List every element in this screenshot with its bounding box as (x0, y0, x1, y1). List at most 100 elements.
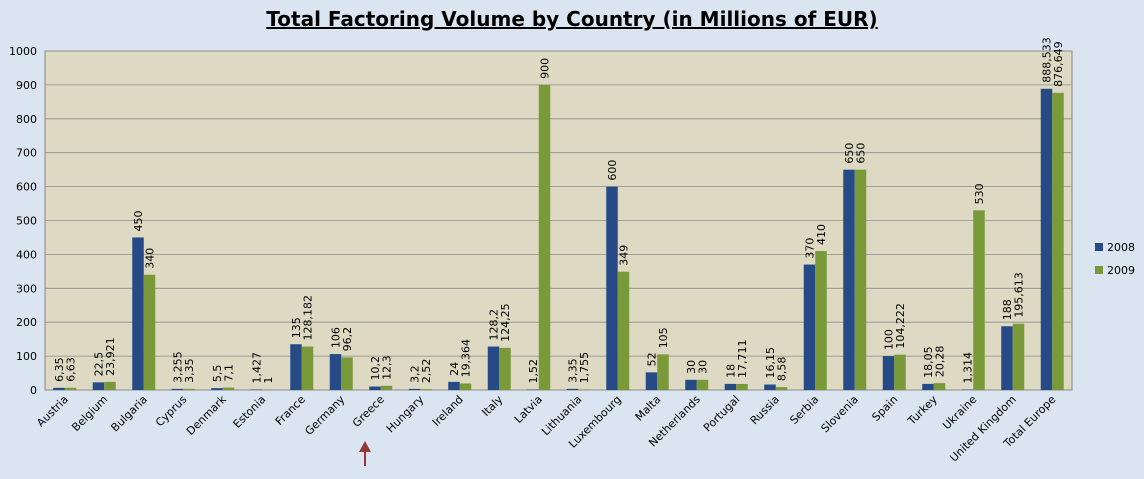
legend-label: 2008 (1107, 241, 1135, 254)
value-label: 3,35 (567, 358, 580, 383)
bar (329, 354, 342, 390)
value-label: 530 (973, 183, 986, 204)
x-tick-label: Turkey (905, 393, 941, 429)
value-label: 3,255 (172, 351, 185, 383)
value-label: 1,314 (962, 352, 975, 384)
y-tick-label: 100 (16, 350, 37, 363)
bar (459, 383, 472, 390)
bar (53, 387, 65, 390)
chart-title: Total Factoring Volume by Country (in Mi… (266, 7, 877, 31)
bar (696, 379, 709, 390)
x-tick-label: Estonia (231, 393, 269, 431)
x-tick-label: Russia (748, 393, 782, 427)
value-label: 600 (606, 160, 619, 181)
y-tick-label: 1000 (9, 45, 37, 58)
value-label: 349 (618, 245, 631, 266)
bar (645, 372, 658, 390)
bar (1012, 323, 1025, 390)
bar (803, 264, 816, 390)
bar (211, 388, 223, 390)
x-tick-label: Spain (869, 393, 900, 424)
bar (499, 347, 511, 390)
value-label: 12,3 (381, 355, 394, 380)
value-label: 128,182 (302, 295, 315, 341)
bar (64, 387, 77, 390)
value-label: 650 (855, 143, 868, 164)
x-tick-label: Denmark (184, 392, 229, 437)
bar (341, 357, 353, 390)
y-tick-label: 600 (16, 181, 37, 194)
x-tick-label: Latvia (512, 393, 545, 426)
bar (408, 388, 421, 390)
x-tick-label: Belgium (69, 393, 110, 434)
value-label: 10,2 (369, 356, 382, 381)
value-label: 876,649 (1052, 41, 1065, 87)
bar (973, 210, 985, 390)
y-tick-label: 400 (16, 248, 37, 261)
value-label: 188 (1001, 299, 1014, 320)
bar (933, 383, 946, 390)
value-label: 104,222 (894, 303, 907, 349)
x-tick-label: Italy (479, 393, 505, 419)
bar (724, 383, 737, 390)
x-tick-label: Serbia (787, 393, 821, 427)
value-label: 105 (657, 327, 670, 348)
y-tick-label: 200 (16, 316, 37, 329)
value-label: 30 (697, 360, 710, 374)
bar (843, 169, 855, 390)
y-tick-label: 0 (30, 384, 37, 397)
bar (606, 186, 618, 390)
value-label: 2,52 (420, 359, 433, 384)
bar (736, 383, 748, 390)
bar (1001, 326, 1013, 390)
bar (92, 382, 105, 390)
x-tick-label: Malta (633, 393, 664, 424)
value-label: 1,427 (251, 352, 264, 384)
x-tick-label: Ukraine (940, 393, 979, 432)
value-label: 410 (815, 224, 828, 245)
bar (183, 388, 195, 390)
y-tick-label: 700 (16, 147, 37, 160)
value-label: 106 (330, 327, 343, 348)
value-label: 888,533 (1041, 37, 1054, 83)
value-label: 5,5 (211, 365, 224, 383)
bar (1040, 88, 1053, 390)
value-label: 18,05 (922, 346, 935, 378)
value-label: 19,364 (460, 339, 473, 378)
bar (301, 346, 314, 390)
bar (380, 385, 393, 390)
y-tick-label: 800 (16, 113, 37, 126)
value-label: 20,28 (934, 346, 947, 378)
bar (132, 237, 144, 390)
x-tick-label: Cyprus (153, 393, 190, 430)
bar (369, 386, 381, 390)
value-label: 18 (725, 364, 738, 378)
value-label: 340 (144, 248, 157, 269)
bar (815, 251, 827, 390)
bar (578, 389, 590, 390)
bar (448, 381, 460, 390)
y-tick-label: 500 (16, 215, 37, 228)
bar (171, 388, 184, 390)
bar (882, 356, 895, 390)
value-label: 128,2 (488, 309, 501, 341)
bar (854, 169, 867, 390)
value-label: 6,35 (53, 357, 66, 382)
x-tick-label: Bulgaria (108, 393, 149, 434)
value-label: 124,25 (499, 303, 512, 342)
bar (617, 271, 630, 390)
bar (487, 346, 500, 390)
bar (527, 389, 539, 390)
bar (685, 379, 697, 390)
bar (143, 274, 156, 390)
value-label: 370 (804, 238, 817, 259)
value-label: 1,755 (578, 352, 591, 384)
value-label: 650 (843, 143, 856, 164)
x-tick-label: Greece (350, 393, 387, 430)
y-tick-label: 900 (16, 79, 37, 92)
x-tick-label: Portugal (701, 393, 742, 434)
value-label: 7,1 (223, 364, 236, 382)
value-label: 6,63 (65, 357, 78, 382)
